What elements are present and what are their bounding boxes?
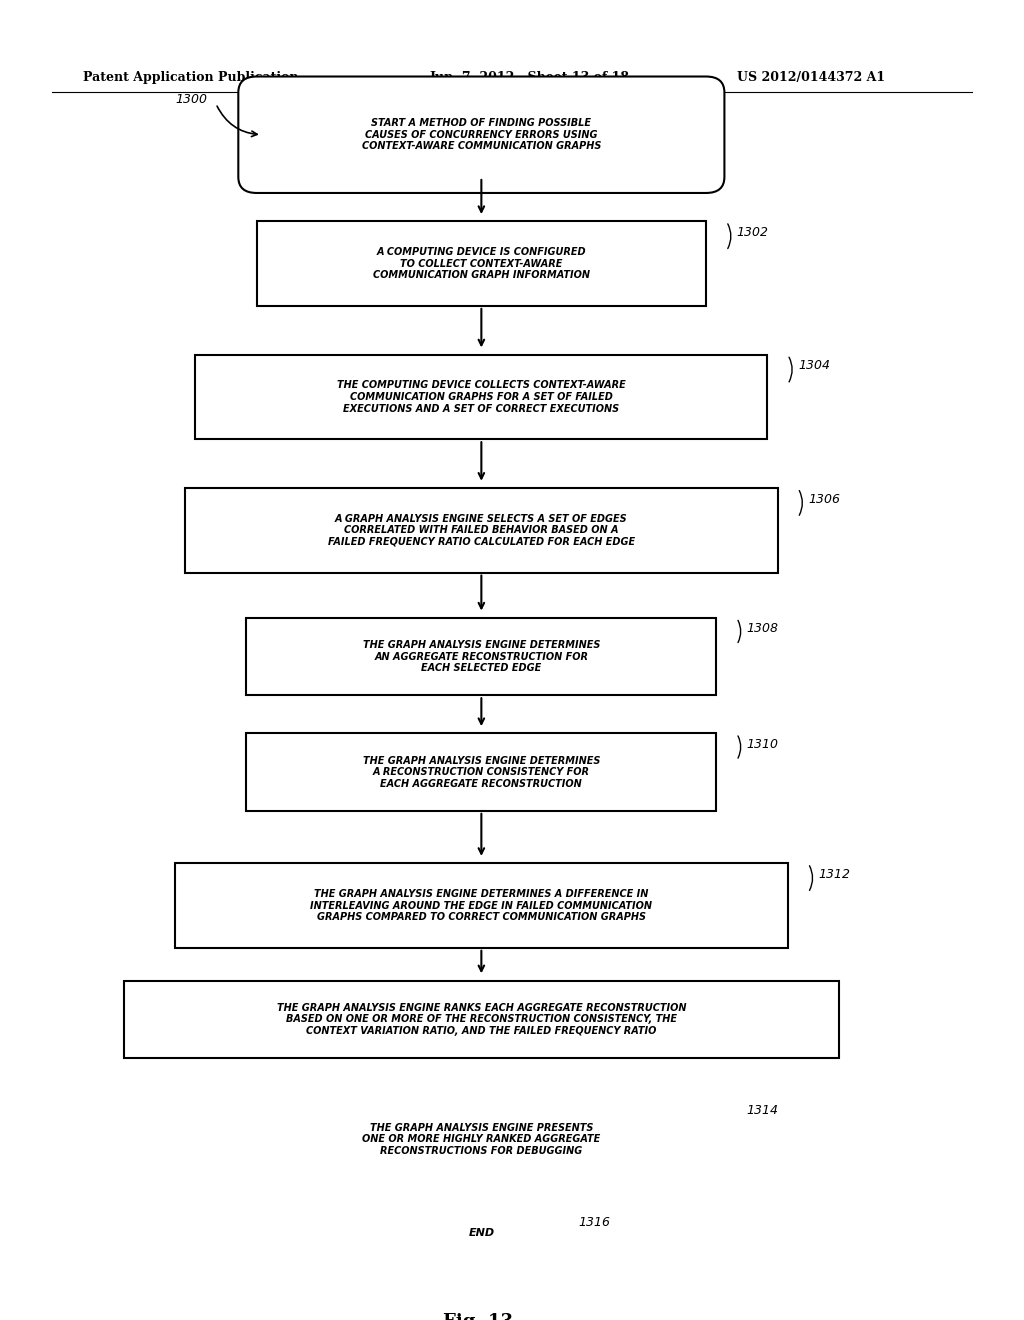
Text: THE GRAPH ANALYSIS ENGINE RANKS EACH AGGREGATE RECONSTRUCTION
BASED ON ONE OR MO: THE GRAPH ANALYSIS ENGINE RANKS EACH AGG…: [276, 1003, 686, 1036]
Text: 1304: 1304: [798, 359, 829, 372]
Text: 1306: 1306: [808, 492, 840, 506]
FancyBboxPatch shape: [247, 618, 716, 696]
Text: 1300: 1300: [175, 92, 207, 106]
FancyBboxPatch shape: [196, 355, 767, 440]
Text: Patent Application Publication: Patent Application Publication: [83, 71, 299, 83]
Text: END: END: [468, 1228, 495, 1238]
Ellipse shape: [415, 1212, 548, 1254]
Text: A GRAPH ANALYSIS ENGINE SELECTS A SET OF EDGES
CORRELATED WITH FAILED BEHAVIOR B: A GRAPH ANALYSIS ENGINE SELECTS A SET OF…: [328, 513, 635, 546]
Text: 1310: 1310: [746, 738, 779, 751]
Text: US 2012/0144372 A1: US 2012/0144372 A1: [736, 71, 885, 83]
FancyBboxPatch shape: [185, 488, 777, 573]
Text: A COMPUTING DEVICE IS CONFIGURED
TO COLLECT CONTEXT-AWARE
COMMUNICATION GRAPH IN: A COMPUTING DEVICE IS CONFIGURED TO COLL…: [373, 247, 590, 280]
FancyBboxPatch shape: [175, 863, 787, 948]
Text: THE GRAPH ANALYSIS ENGINE DETERMINES
AN AGGREGATE RECONSTRUCTION FOR
EACH SELECT: THE GRAPH ANALYSIS ENGINE DETERMINES AN …: [362, 640, 600, 673]
Text: 1316: 1316: [579, 1216, 610, 1229]
FancyBboxPatch shape: [239, 77, 724, 193]
Text: 1314: 1314: [746, 1104, 779, 1117]
Text: START A METHOD OF FINDING POSSIBLE
CAUSES OF CONCURRENCY ERRORS USING
CONTEXT-AW: START A METHOD OF FINDING POSSIBLE CAUSE…: [361, 119, 601, 152]
Text: Jun. 7, 2012   Sheet 13 of 18: Jun. 7, 2012 Sheet 13 of 18: [430, 71, 631, 83]
Text: 1302: 1302: [736, 226, 769, 239]
FancyBboxPatch shape: [247, 1100, 716, 1179]
FancyBboxPatch shape: [257, 222, 706, 306]
Text: THE COMPUTING DEVICE COLLECTS CONTEXT-AWARE
COMMUNICATION GRAPHS FOR A SET OF FA: THE COMPUTING DEVICE COLLECTS CONTEXT-AW…: [337, 380, 626, 413]
Text: 1312: 1312: [818, 867, 850, 880]
Text: THE GRAPH ANALYSIS ENGINE DETERMINES
A RECONSTRUCTION CONSISTENCY FOR
EACH AGGRE: THE GRAPH ANALYSIS ENGINE DETERMINES A R…: [362, 755, 600, 789]
Text: THE GRAPH ANALYSIS ENGINE DETERMINES A DIFFERENCE IN
INTERLEAVING AROUND THE EDG: THE GRAPH ANALYSIS ENGINE DETERMINES A D…: [310, 888, 652, 923]
FancyBboxPatch shape: [247, 734, 716, 810]
Text: Fig. 13.: Fig. 13.: [443, 1312, 519, 1320]
FancyBboxPatch shape: [124, 981, 839, 1059]
Text: THE GRAPH ANALYSIS ENGINE PRESENTS
ONE OR MORE HIGHLY RANKED AGGREGATE
RECONSTRU: THE GRAPH ANALYSIS ENGINE PRESENTS ONE O…: [362, 1123, 600, 1156]
Text: 1308: 1308: [746, 622, 779, 635]
